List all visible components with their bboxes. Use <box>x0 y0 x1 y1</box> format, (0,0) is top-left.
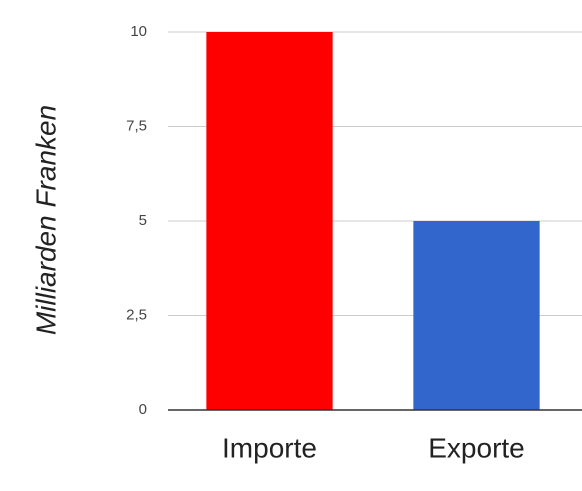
y-tick-label: 5 <box>139 212 147 229</box>
bar <box>413 221 540 410</box>
x-tick-label: Exporte <box>428 432 525 463</box>
x-tick-label: Importe <box>222 432 317 463</box>
bar <box>206 32 333 410</box>
y-axis-label: Milliarden Franken <box>30 105 61 335</box>
y-tick-label: 7,5 <box>126 117 147 134</box>
y-tick-label: 10 <box>130 23 147 40</box>
y-tick-label: 0 <box>139 401 147 418</box>
y-tick-label: 2,5 <box>126 306 147 323</box>
